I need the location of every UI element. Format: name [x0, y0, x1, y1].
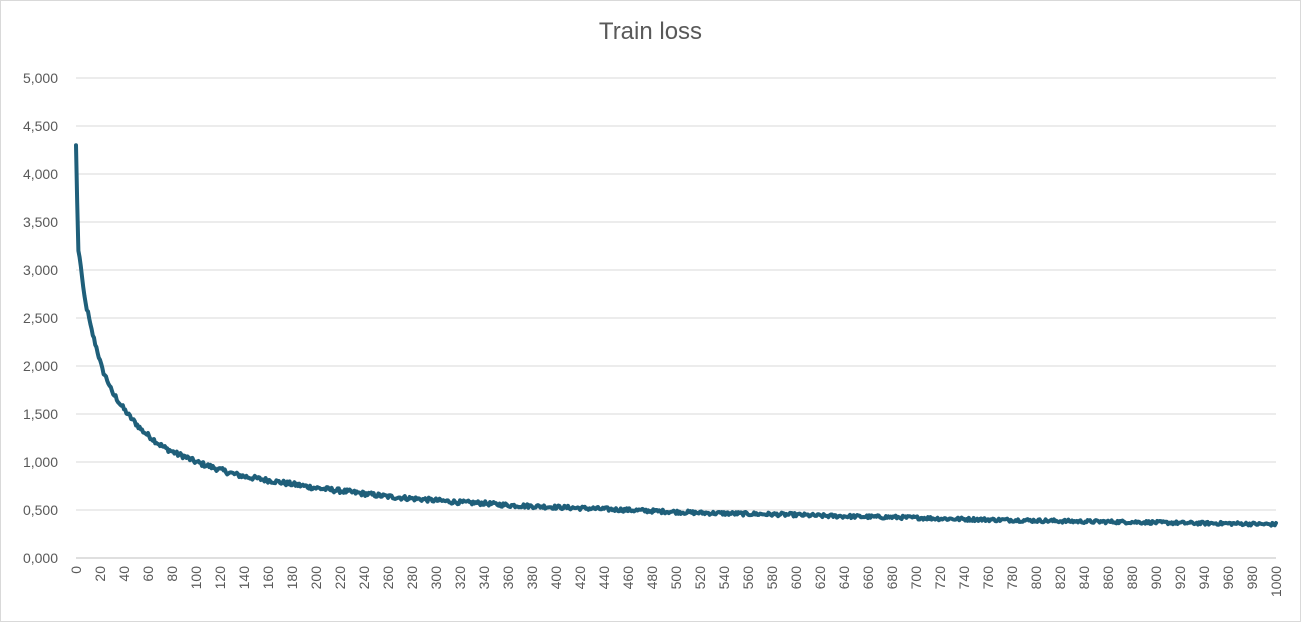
x-tick-label: 160	[260, 566, 276, 590]
x-tick-label: 120	[212, 566, 228, 590]
y-tick-label: 5,000	[23, 70, 58, 86]
y-axis: 0,000 0,500 1,000 1,500 2,000 2,500 3,000 3,500…	[23, 70, 58, 566]
y-tick-label: 3,000	[23, 262, 58, 278]
x-tick-label: 480	[644, 566, 660, 590]
y-tick-label: 1,000	[23, 454, 58, 470]
x-tick-label: 380	[524, 566, 540, 590]
x-tick-label: 180	[284, 566, 300, 590]
series-line	[74, 143, 1278, 528]
x-tick-label: 320	[452, 566, 468, 590]
x-tick-label: 300	[428, 566, 444, 590]
series-group	[74, 143, 1278, 528]
x-tick-label: 880	[1124, 566, 1140, 590]
x-tick-label: 440	[596, 566, 612, 590]
x-tick-label: 800	[1028, 566, 1044, 590]
x-tick-label: 780	[1004, 566, 1020, 590]
x-tick-label: 620	[812, 566, 828, 590]
x-tick-label: 860	[1100, 566, 1116, 590]
x-tick-label: 760	[980, 566, 996, 590]
x-tick-label: 60	[140, 566, 156, 582]
x-tick-label: 0	[68, 566, 84, 574]
x-tick-label: 980	[1244, 566, 1260, 590]
y-tick-label: 0,000	[23, 550, 58, 566]
x-tick-label: 900	[1148, 566, 1164, 590]
x-tick-label: 460	[620, 566, 636, 590]
x-tick-label: 920	[1172, 566, 1188, 590]
x-tick-label: 640	[836, 566, 852, 590]
x-tick-label: 280	[404, 566, 420, 590]
y-tick-label: 3,500	[23, 214, 58, 230]
x-tick-label: 200	[308, 566, 324, 590]
x-tick-label: 520	[692, 566, 708, 590]
y-tick-label: 4,500	[23, 118, 58, 134]
x-tick-label: 840	[1076, 566, 1092, 590]
y-tick-label: 2,000	[23, 358, 58, 374]
x-tick-label: 940	[1196, 566, 1212, 590]
x-tick-label: 220	[332, 566, 348, 590]
y-tick-label: 0,500	[23, 502, 58, 518]
x-tick-label: 100	[188, 566, 204, 590]
y-tick-label: 1,500	[23, 406, 58, 422]
x-tick-label: 40	[116, 566, 132, 582]
x-tick-label: 240	[356, 566, 372, 590]
x-tick-label: 540	[716, 566, 732, 590]
x-tick-label: 140	[236, 566, 252, 590]
x-tick-label: 660	[860, 566, 876, 590]
x-tick-label: 700	[908, 566, 924, 590]
x-axis: 0 20 40 60 80 100 120 140 160 180 200 220 240 260 280 3…	[68, 566, 1284, 597]
x-tick-label: 560	[740, 566, 756, 590]
x-tick-label: 20	[92, 566, 108, 582]
x-tick-label: 600	[788, 566, 804, 590]
x-tick-label: 400	[548, 566, 564, 590]
y-tick-label: 4,000	[23, 166, 58, 182]
x-tick-label: 680	[884, 566, 900, 590]
x-tick-label: 580	[764, 566, 780, 590]
x-tick-label: 500	[668, 566, 684, 590]
x-tick-label: 1000	[1268, 566, 1284, 597]
x-tick-label: 740	[956, 566, 972, 590]
x-tick-label: 260	[380, 566, 396, 590]
x-tick-label: 360	[500, 566, 516, 590]
x-tick-label: 720	[932, 566, 948, 590]
y-tick-label: 2,500	[23, 310, 58, 326]
x-tick-label: 340	[476, 566, 492, 590]
x-tick-label: 960	[1220, 566, 1236, 590]
x-tick-label: 820	[1052, 566, 1068, 590]
x-tick-label: 80	[164, 566, 180, 582]
x-tick-label: 420	[572, 566, 588, 590]
chart-title: Train loss	[598, 18, 703, 45]
gridlines	[76, 77, 1276, 559]
